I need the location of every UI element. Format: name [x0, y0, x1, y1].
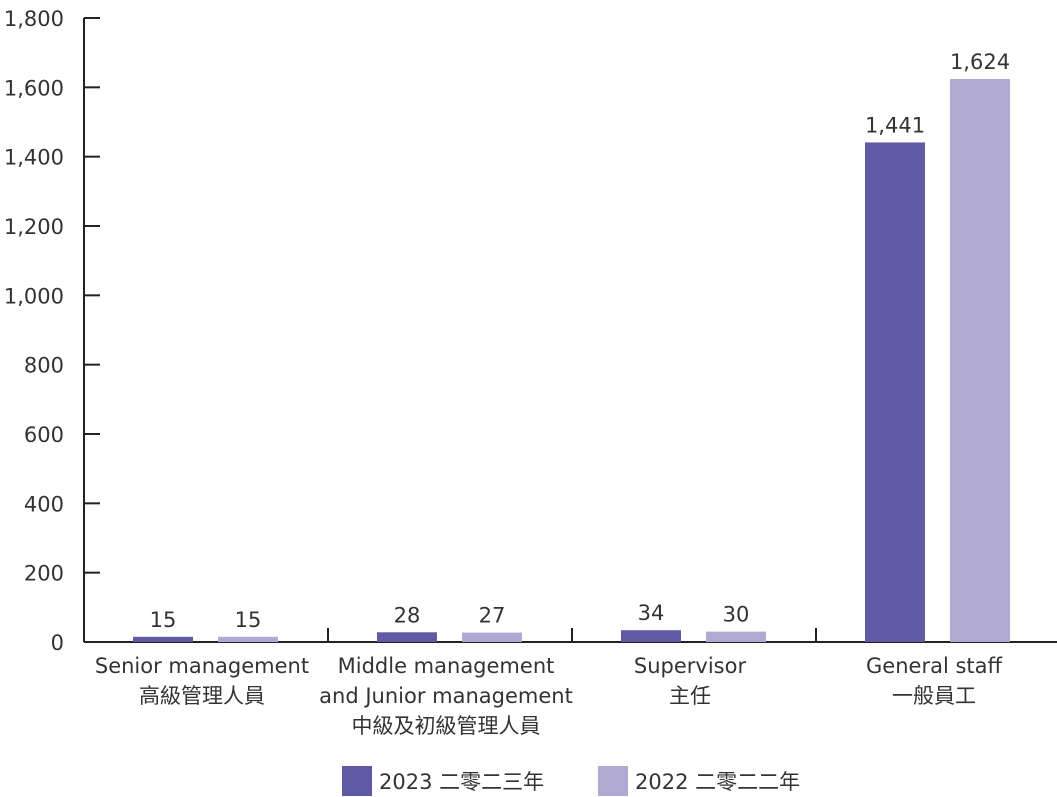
bar [462, 632, 522, 642]
legend: 2023 二零二三年 2022 二零二二年 [342, 766, 800, 796]
category-label: and Junior management [319, 684, 573, 708]
category-label: General staff [866, 654, 1002, 678]
data-labels: 15 28 34 1,441 15 27 30 1,624 [150, 50, 1010, 632]
y-tick-label: 400 [24, 492, 64, 516]
y-tick-label: 1,800 [4, 7, 64, 31]
category-label: 主任 [669, 684, 711, 708]
y-tick-label: 0 [51, 631, 64, 655]
category-label: 中級及初級管理人員 [352, 714, 541, 738]
y-tick-label: 1,600 [4, 76, 64, 100]
bar [218, 636, 278, 642]
bar [706, 631, 766, 642]
category-label: Supervisor [634, 654, 747, 678]
category-labels: Senior management 高級管理人員 Middle management… [95, 654, 1003, 738]
data-label: 30 [723, 603, 750, 627]
y-tick-label: 800 [24, 354, 64, 378]
legend-swatch [342, 766, 372, 796]
bar [950, 79, 1010, 643]
data-label: 15 [150, 608, 177, 632]
bar [377, 632, 437, 642]
bar [865, 142, 925, 642]
y-tick-label: 1,200 [4, 215, 64, 239]
data-label: 27 [479, 604, 506, 628]
legend-label: 2022 二零二二年 [635, 770, 800, 794]
bar [133, 636, 193, 642]
data-label: 1,441 [865, 113, 925, 137]
legend-label: 2023 二零二三年 [379, 770, 544, 794]
bar [621, 630, 681, 642]
data-label: 1,624 [950, 50, 1010, 74]
legend-swatch [598, 766, 628, 796]
data-label: 34 [638, 601, 665, 625]
data-label: 28 [394, 603, 421, 627]
bars [133, 79, 1010, 643]
y-tick-label: 1,400 [4, 146, 64, 170]
category-label: Senior management [95, 654, 309, 678]
y-tick-label: 200 [24, 562, 64, 586]
y-tick-label: 1,000 [4, 284, 64, 308]
category-label: 一般員工 [892, 684, 976, 708]
y-tick-label: 600 [24, 423, 64, 447]
category-label: 高級管理人員 [139, 684, 265, 708]
data-label: 15 [235, 608, 262, 632]
y-axis: 0 200 400 600 800 1,000 1,200 1,400 1,600 1,800 [4, 7, 100, 655]
category-label: Middle management [338, 654, 555, 678]
